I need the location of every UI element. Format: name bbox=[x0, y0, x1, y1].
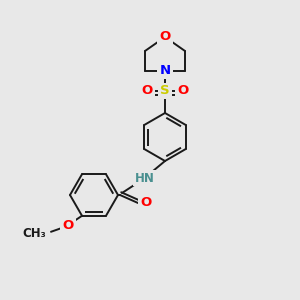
Text: O: O bbox=[141, 85, 153, 98]
Text: HN: HN bbox=[135, 172, 155, 184]
Text: S: S bbox=[160, 85, 170, 98]
Text: O: O bbox=[177, 85, 189, 98]
Text: O: O bbox=[159, 31, 171, 44]
Text: N: N bbox=[159, 64, 171, 77]
Text: O: O bbox=[62, 219, 74, 232]
Text: CH₃: CH₃ bbox=[22, 227, 46, 240]
Text: O: O bbox=[140, 196, 152, 209]
